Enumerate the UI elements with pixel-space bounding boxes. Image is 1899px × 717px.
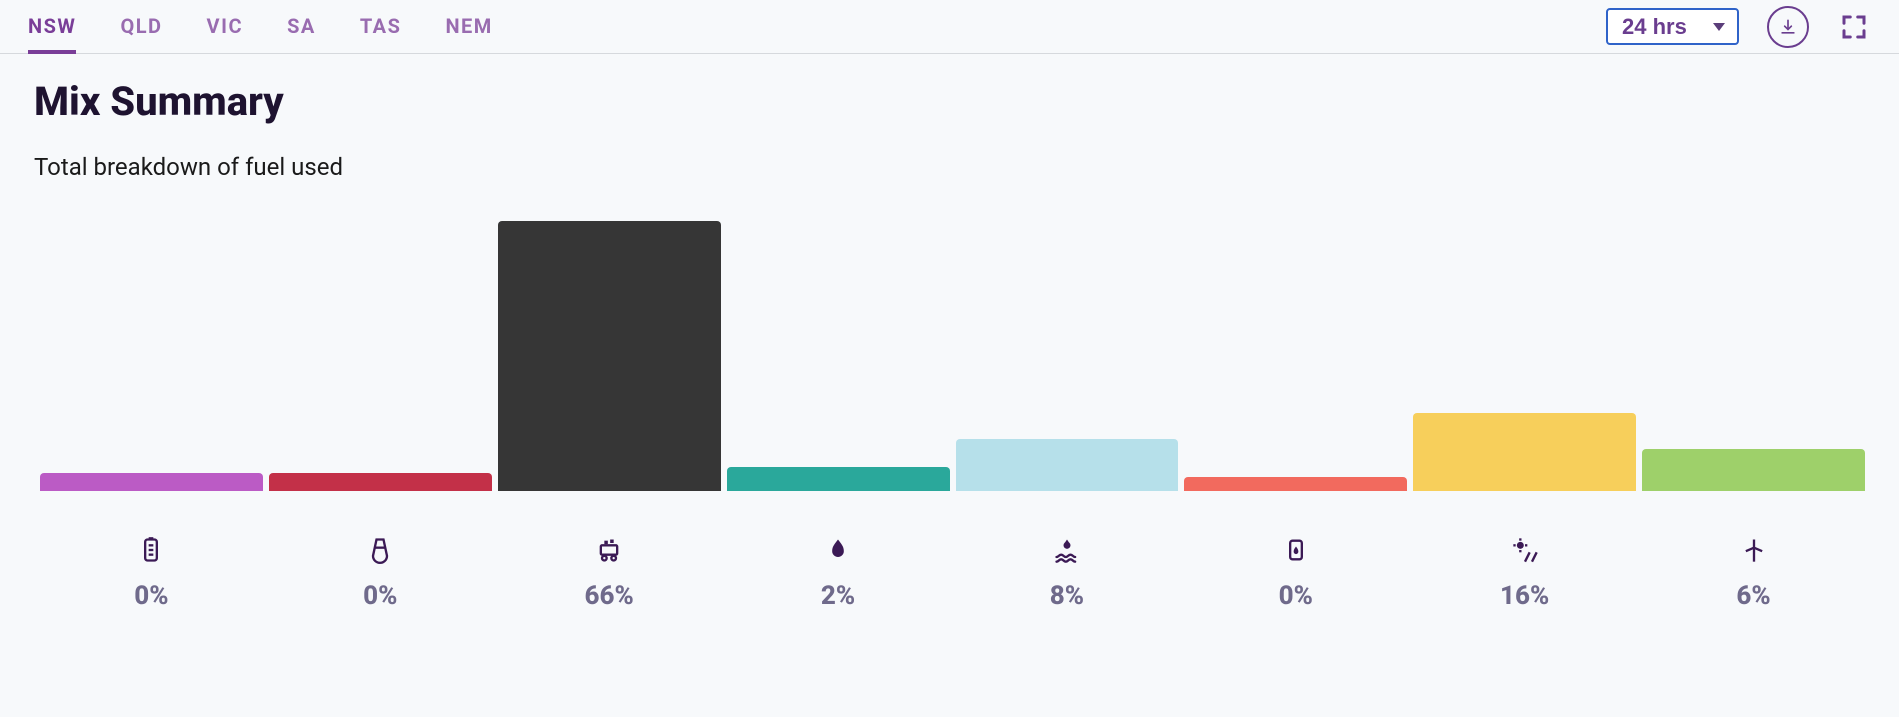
top-bar: NSW QLD VIC SA TAS NEM 24 hrs (0, 0, 1899, 54)
percent-label: 66% (585, 581, 634, 611)
fullscreen-button[interactable] (1837, 10, 1871, 44)
mix-bar-chart: 0% 0% 66% 2% 8% 0% 16% 6% (34, 221, 1871, 611)
time-range-select[interactable]: 24 hrs (1606, 8, 1739, 45)
bar-gas (727, 467, 950, 491)
percent-label: 0% (134, 581, 168, 611)
bars-row (40, 221, 1865, 491)
coal-icon (594, 535, 624, 565)
bar-wind (1642, 449, 1865, 491)
percent-label: 0% (1279, 581, 1313, 611)
expand-icon (1839, 12, 1869, 42)
percent-label: 8% (1050, 581, 1084, 611)
content: Mix Summary Total breakdown of fuel used… (0, 54, 1899, 611)
legend-battery: 0% (40, 535, 263, 611)
tab-nem[interactable]: NEM (445, 0, 492, 54)
page-title: Mix Summary (34, 78, 1871, 125)
download-icon (1778, 17, 1798, 37)
tab-tas[interactable]: TAS (360, 0, 402, 54)
battery-icon (136, 535, 166, 565)
biomass-icon (1281, 535, 1311, 565)
bar-solar (1413, 413, 1636, 491)
legend-row: 0% 0% 66% 2% 8% 0% 16% 6% (40, 535, 1865, 611)
bar-distill (269, 473, 492, 491)
percent-label: 2% (821, 581, 855, 611)
legend-coal: 66% (498, 535, 721, 611)
region-tabs: NSW QLD VIC SA TAS NEM (28, 0, 1606, 54)
legend-gas: 2% (727, 535, 950, 611)
percent-label: 6% (1736, 581, 1770, 611)
legend-wind: 6% (1642, 535, 1865, 611)
tab-sa[interactable]: SA (287, 0, 316, 54)
percent-label: 16% (1500, 581, 1549, 611)
bar-biomass (1184, 477, 1407, 491)
legend-distill: 0% (269, 535, 492, 611)
solar-icon (1510, 535, 1540, 565)
bar-battery (40, 473, 263, 491)
distill-icon (365, 535, 395, 565)
tab-vic[interactable]: VIC (207, 0, 244, 54)
tab-qld[interactable]: QLD (120, 0, 162, 54)
hydro-icon (1052, 535, 1082, 565)
top-controls: 24 hrs (1606, 6, 1871, 48)
legend-hydro: 8% (956, 535, 1179, 611)
wind-icon (1739, 535, 1769, 565)
page-subtitle: Total breakdown of fuel used (34, 153, 1871, 181)
gas-icon (823, 535, 853, 565)
download-button[interactable] (1767, 6, 1809, 48)
bar-coal (498, 221, 721, 491)
percent-label: 0% (363, 581, 397, 611)
legend-biomass: 0% (1184, 535, 1407, 611)
tab-nsw[interactable]: NSW (28, 0, 76, 54)
legend-solar: 16% (1413, 535, 1636, 611)
bar-hydro (956, 439, 1179, 491)
time-range-select-wrap: 24 hrs (1606, 8, 1739, 45)
